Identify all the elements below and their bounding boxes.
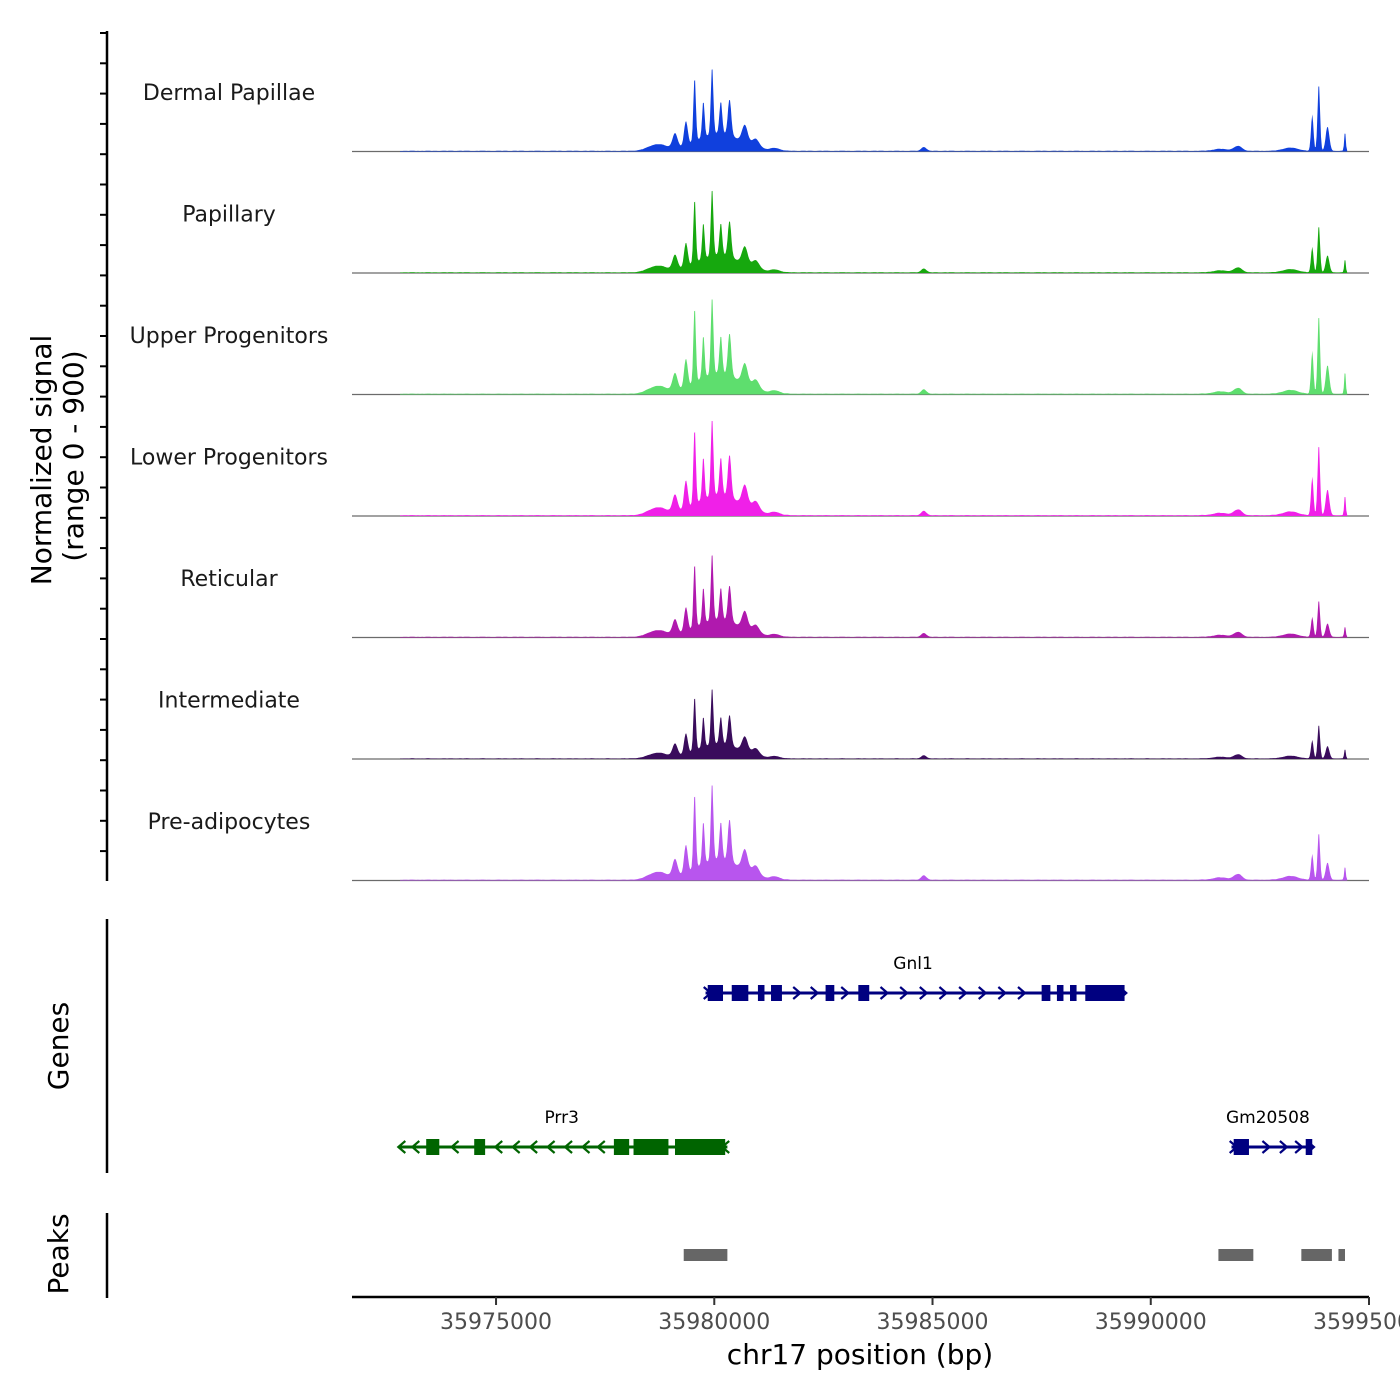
track-label: Intermediate bbox=[158, 689, 300, 714]
gene-gnl1: Gnl1 bbox=[703, 954, 1128, 1001]
gene-exon bbox=[674, 1139, 726, 1155]
coverage-tracks: Dermal Papillae Papillary Upper Progenitor… bbox=[130, 69, 1369, 882]
x-tick-label: 35980000 bbox=[658, 1310, 770, 1335]
y-axis-title-line2: (range 0 - 900) bbox=[57, 350, 90, 561]
track-label: Pre-adipocytes bbox=[148, 810, 311, 835]
track-label: Lower Progenitors bbox=[130, 446, 328, 471]
gene-exon bbox=[1085, 985, 1125, 1001]
strand-arrow bbox=[879, 986, 890, 1000]
gene-exon bbox=[825, 985, 835, 1001]
gene-exon bbox=[1305, 1139, 1313, 1155]
coverage-area bbox=[400, 555, 1348, 638]
gene-exon bbox=[613, 1139, 630, 1155]
strand-arrow bbox=[840, 986, 850, 1000]
peaks-panel-title: Peaks bbox=[42, 1213, 75, 1294]
gene-prr3: Prr3 bbox=[396, 1108, 730, 1155]
strand-arrow bbox=[1279, 1140, 1289, 1154]
signal-y-axis bbox=[100, 31, 109, 881]
x-tick-label: 35990000 bbox=[1095, 1310, 1207, 1335]
strand-arrow bbox=[997, 986, 1008, 1000]
coverage-area bbox=[400, 69, 1348, 152]
gene-gm20508: Gm20508 bbox=[1226, 1108, 1316, 1155]
x-tick-label: 35995000 bbox=[1313, 1310, 1400, 1335]
strand-arrow bbox=[596, 1140, 606, 1154]
strand-arrow bbox=[919, 986, 929, 1000]
coverage-area bbox=[400, 689, 1348, 759]
coverage-area bbox=[400, 299, 1348, 395]
gene-exon bbox=[707, 985, 724, 1001]
strand-arrow bbox=[510, 1140, 521, 1154]
gene-label: Gnl1 bbox=[893, 954, 933, 974]
gene-exon bbox=[858, 985, 870, 1001]
strand-arrow bbox=[1118, 986, 1128, 1000]
genes-panel: Genes Gnl1 Prr3 Gm20508 bbox=[42, 919, 1316, 1173]
coverage-area bbox=[400, 190, 1348, 273]
gene-exon bbox=[771, 985, 782, 1001]
track-0: Dermal Papillae bbox=[143, 69, 1369, 153]
strand-arrow bbox=[580, 1140, 591, 1154]
gene-exon bbox=[757, 985, 765, 1001]
gene-exon bbox=[1070, 985, 1077, 1001]
strand-arrow bbox=[899, 986, 909, 1000]
peak-region bbox=[1301, 1249, 1332, 1261]
peak-region bbox=[683, 1249, 728, 1261]
strand-arrow bbox=[1294, 1140, 1304, 1154]
track-label: Reticular bbox=[180, 567, 278, 592]
gene-exon bbox=[633, 1139, 669, 1155]
peaks-panel: Peaks bbox=[42, 1213, 1345, 1298]
track-6: Pre-adipocytes bbox=[148, 785, 1369, 882]
peak-region bbox=[1338, 1249, 1345, 1261]
strand-arrow bbox=[977, 986, 988, 1000]
coverage-area bbox=[400, 421, 1348, 516]
track-1: Papillary bbox=[182, 190, 1369, 274]
y-axis-title-line1: Normalized signal bbox=[25, 335, 58, 586]
strand-arrow bbox=[410, 1140, 421, 1154]
strand-arrow bbox=[809, 986, 820, 1000]
strand-arrow bbox=[1228, 1140, 1239, 1154]
strand-arrow bbox=[528, 1140, 538, 1154]
gene-label: Gm20508 bbox=[1226, 1108, 1310, 1128]
track-3: Lower Progenitors bbox=[130, 421, 1369, 517]
strand-arrow bbox=[545, 1140, 556, 1154]
strand-arrow bbox=[938, 986, 949, 1000]
x-axis-title: chr17 position (bp) bbox=[727, 1338, 993, 1371]
track-label: Papillary bbox=[182, 203, 276, 228]
strand-arrow bbox=[792, 986, 802, 1000]
strand-arrow bbox=[493, 1140, 503, 1154]
track-2: Upper Progenitors bbox=[130, 299, 1369, 396]
gene-exon bbox=[426, 1139, 440, 1155]
peak-region bbox=[1218, 1249, 1254, 1261]
strand-arrow bbox=[1261, 1140, 1272, 1154]
gene-exon bbox=[1233, 1139, 1249, 1155]
track-label: Dermal Papillae bbox=[143, 81, 315, 106]
strand-arrow bbox=[1306, 1140, 1316, 1154]
genes-panel-title: Genes bbox=[42, 1002, 75, 1090]
strand-arrow bbox=[396, 1140, 407, 1154]
gene-exon bbox=[1041, 985, 1051, 1001]
strand-arrow bbox=[563, 1140, 573, 1154]
gene-exon bbox=[474, 1139, 486, 1155]
gene-label: Prr3 bbox=[544, 1108, 578, 1128]
track-4: Reticular bbox=[180, 555, 1369, 639]
gene-exon bbox=[731, 985, 749, 1001]
strand-arrow bbox=[449, 1140, 460, 1154]
x-tick-label: 35975000 bbox=[440, 1310, 552, 1335]
coverage-area bbox=[400, 785, 1348, 881]
strand-arrow bbox=[958, 986, 968, 1000]
track-label: Upper Progenitors bbox=[130, 324, 329, 349]
strand-arrow bbox=[703, 986, 713, 1000]
x-axis: 35975000 35980000 35985000 35990000 35995000 bbox=[352, 1295, 1400, 1335]
x-tick-label: 35985000 bbox=[877, 1310, 989, 1335]
track-5: Intermediate bbox=[158, 689, 1369, 760]
strand-arrow bbox=[720, 1140, 730, 1154]
gene-exon bbox=[1056, 985, 1064, 1001]
strand-arrow bbox=[1017, 986, 1027, 1000]
